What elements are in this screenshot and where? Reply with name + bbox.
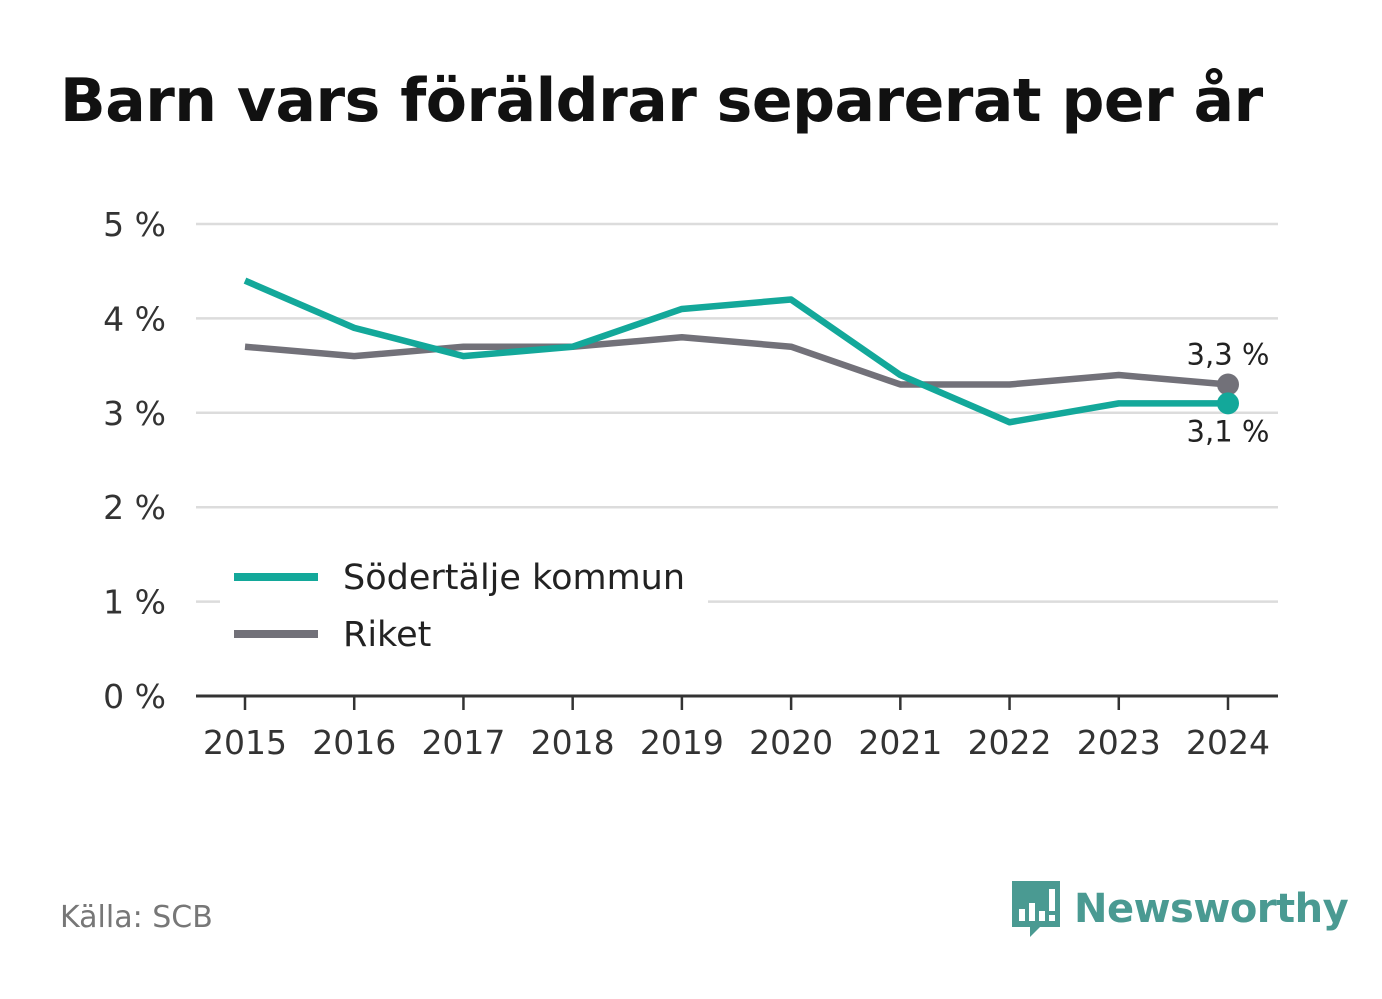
legend: Södertälje kommun Riket	[220, 548, 708, 666]
y-tick-label: 1 %	[103, 583, 166, 622]
end-labels: 3,1 % 3,3 %	[1187, 337, 1270, 448]
x-tick-label: 2017	[421, 723, 505, 762]
x-tick-label: 2024	[1186, 723, 1270, 762]
legend-label: Södertälje kommun	[343, 558, 685, 598]
y-tick-label: 5 %	[103, 205, 166, 244]
brand-name: Newsworthy	[1074, 886, 1349, 932]
y-tick-label: 0 %	[103, 677, 166, 716]
series-end-point	[1217, 373, 1239, 396]
y-tick-label: 4 %	[103, 299, 166, 338]
brand-logo: Newsworthy	[1010, 878, 1349, 940]
series-line	[244, 334, 1229, 388]
x-tick-label: 2021	[858, 723, 942, 762]
legend-label: Riket	[343, 615, 431, 655]
x-tick-label: 2023	[1077, 723, 1161, 762]
source-note: Källa: SCB	[60, 900, 213, 935]
x-tick-label: 2019	[640, 723, 724, 762]
x-tick-label: 2016	[312, 723, 396, 762]
grid-lines	[196, 222, 1278, 603]
axes: 0 % 1 % 2 % 3 % 4 % 5 % 2015 2016 2017 2018 2019 20…	[103, 205, 1278, 762]
y-tick-label: 3 %	[103, 394, 166, 433]
y-tick-label: 2 %	[103, 488, 166, 527]
x-tick-label: 2020	[749, 723, 833, 762]
x-tick-label: 2022	[968, 723, 1052, 762]
x-tick-label: 2018	[531, 723, 615, 762]
newsworthy-logo-icon	[1012, 881, 1060, 937]
series-lines	[243, 277, 1239, 426]
legend-background	[220, 548, 708, 666]
series-line	[243, 277, 1228, 426]
chart-title: Barn vars föräldrar separerat per år	[60, 66, 1263, 136]
end-value-label: 3,1 %	[1187, 414, 1270, 448]
end-value-label: 3,3 %	[1187, 337, 1270, 371]
series-end-point	[1217, 392, 1239, 415]
x-tick-label: 2015	[203, 723, 287, 762]
